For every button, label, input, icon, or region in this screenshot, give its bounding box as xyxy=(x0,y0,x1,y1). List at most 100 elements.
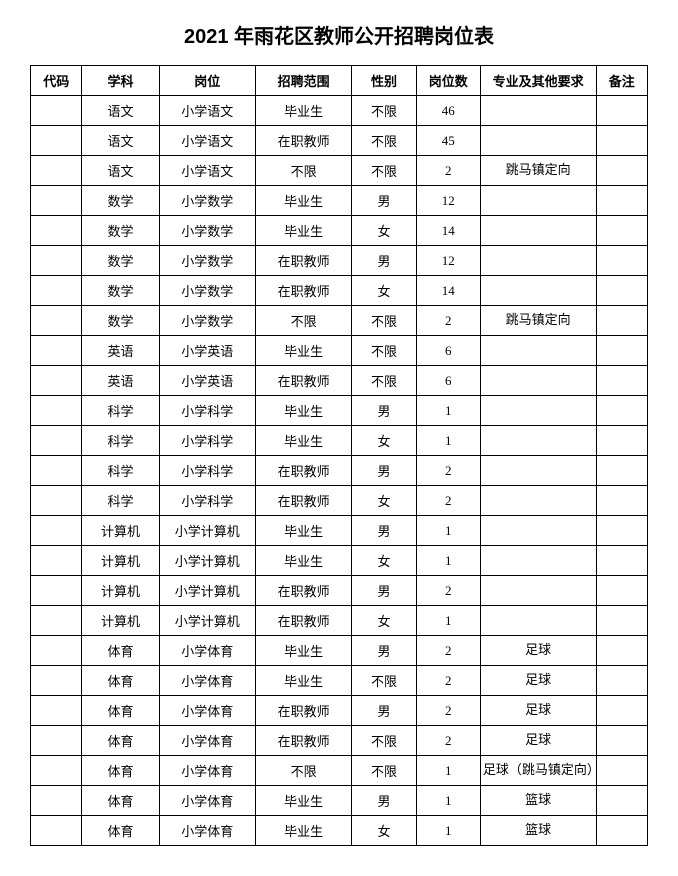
cell-scope: 毕业生 xyxy=(255,546,351,576)
cell-gender: 男 xyxy=(352,576,416,606)
cell-scope: 毕业生 xyxy=(255,96,351,126)
cell-note xyxy=(596,396,648,426)
cell-count: 6 xyxy=(416,336,480,366)
cell-note xyxy=(596,96,648,126)
cell-subject: 科学 xyxy=(82,486,159,516)
cell-req xyxy=(480,126,596,156)
cell-count: 1 xyxy=(416,816,480,846)
cell-position: 小学数学 xyxy=(159,186,255,216)
table-row: 数学小学数学不限不限2跳马镇定向 xyxy=(31,306,648,336)
cell-code xyxy=(31,606,82,636)
cell-note xyxy=(596,786,648,816)
cell-subject: 语文 xyxy=(82,126,159,156)
cell-position: 小学语文 xyxy=(159,96,255,126)
cell-code xyxy=(31,546,82,576)
cell-req xyxy=(480,96,596,126)
cell-scope: 在职教师 xyxy=(255,246,351,276)
cell-gender: 男 xyxy=(352,786,416,816)
cell-subject: 体育 xyxy=(82,816,159,846)
table-row: 数学小学数学毕业生男12 xyxy=(31,186,648,216)
cell-scope: 不限 xyxy=(255,156,351,186)
table-row: 语文小学语文不限不限2跳马镇定向 xyxy=(31,156,648,186)
cell-req xyxy=(480,516,596,546)
column-header-code: 代码 xyxy=(31,66,82,96)
cell-count: 2 xyxy=(416,666,480,696)
cell-position: 小学计算机 xyxy=(159,546,255,576)
cell-note xyxy=(596,306,648,336)
cell-req: 足球 xyxy=(480,666,596,696)
cell-count: 12 xyxy=(416,246,480,276)
cell-req: 篮球 xyxy=(480,816,596,846)
cell-req xyxy=(480,276,596,306)
cell-note xyxy=(596,546,648,576)
cell-note xyxy=(596,486,648,516)
table-body: 语文小学语文毕业生不限46语文小学语文在职教师不限45语文小学语文不限不限2跳马… xyxy=(31,96,648,846)
cell-note xyxy=(596,156,648,186)
table-row: 语文小学语文在职教师不限45 xyxy=(31,126,648,156)
cell-gender: 不限 xyxy=(352,726,416,756)
cell-count: 1 xyxy=(416,426,480,456)
cell-subject: 体育 xyxy=(82,756,159,786)
table-row: 体育小学体育毕业生男1篮球 xyxy=(31,786,648,816)
cell-code xyxy=(31,696,82,726)
cell-gender: 不限 xyxy=(352,96,416,126)
cell-gender: 女 xyxy=(352,546,416,576)
cell-subject: 科学 xyxy=(82,426,159,456)
table-header: 代码学科岗位招聘范围性别岗位数专业及其他要求备注 xyxy=(31,66,648,96)
cell-count: 45 xyxy=(416,126,480,156)
cell-gender: 男 xyxy=(352,246,416,276)
table-row: 体育小学体育毕业生男2足球 xyxy=(31,636,648,666)
column-header-position: 岗位 xyxy=(159,66,255,96)
cell-count: 1 xyxy=(416,756,480,786)
cell-code xyxy=(31,216,82,246)
cell-code xyxy=(31,816,82,846)
cell-note xyxy=(596,516,648,546)
cell-position: 小学科学 xyxy=(159,456,255,486)
cell-code xyxy=(31,456,82,486)
cell-note xyxy=(596,756,648,786)
cell-scope: 在职教师 xyxy=(255,126,351,156)
cell-code xyxy=(31,306,82,336)
cell-position: 小学计算机 xyxy=(159,516,255,546)
cell-subject: 计算机 xyxy=(82,516,159,546)
cell-count: 2 xyxy=(416,696,480,726)
cell-code xyxy=(31,516,82,546)
table-row: 科学小学科学毕业生女1 xyxy=(31,426,648,456)
cell-subject: 数学 xyxy=(82,306,159,336)
table-row: 英语小学英语毕业生不限6 xyxy=(31,336,648,366)
cell-position: 小学体育 xyxy=(159,816,255,846)
cell-count: 1 xyxy=(416,516,480,546)
cell-position: 小学英语 xyxy=(159,366,255,396)
cell-req xyxy=(480,456,596,486)
cell-count: 46 xyxy=(416,96,480,126)
cell-scope: 在职教师 xyxy=(255,576,351,606)
cell-code xyxy=(31,396,82,426)
cell-req xyxy=(480,486,596,516)
cell-code xyxy=(31,186,82,216)
cell-note xyxy=(596,666,648,696)
cell-position: 小学体育 xyxy=(159,636,255,666)
cell-scope: 在职教师 xyxy=(255,726,351,756)
cell-req xyxy=(480,426,596,456)
cell-code xyxy=(31,786,82,816)
cell-scope: 毕业生 xyxy=(255,786,351,816)
cell-note xyxy=(596,246,648,276)
cell-note xyxy=(596,456,648,486)
table-row: 数学小学数学在职教师女14 xyxy=(31,276,648,306)
table-row: 体育小学体育在职教师不限2足球 xyxy=(31,726,648,756)
cell-note xyxy=(596,816,648,846)
cell-scope: 不限 xyxy=(255,306,351,336)
cell-code xyxy=(31,576,82,606)
cell-subject: 科学 xyxy=(82,456,159,486)
cell-scope: 毕业生 xyxy=(255,636,351,666)
cell-gender: 男 xyxy=(352,636,416,666)
cell-scope: 在职教师 xyxy=(255,606,351,636)
cell-subject: 体育 xyxy=(82,696,159,726)
cell-note xyxy=(596,636,648,666)
cell-scope: 毕业生 xyxy=(255,186,351,216)
cell-subject: 体育 xyxy=(82,726,159,756)
page-title: 2021 年雨花区教师公开招聘岗位表 xyxy=(30,20,648,49)
cell-position: 小学体育 xyxy=(159,726,255,756)
table-row: 数学小学数学在职教师男12 xyxy=(31,246,648,276)
cell-count: 2 xyxy=(416,726,480,756)
